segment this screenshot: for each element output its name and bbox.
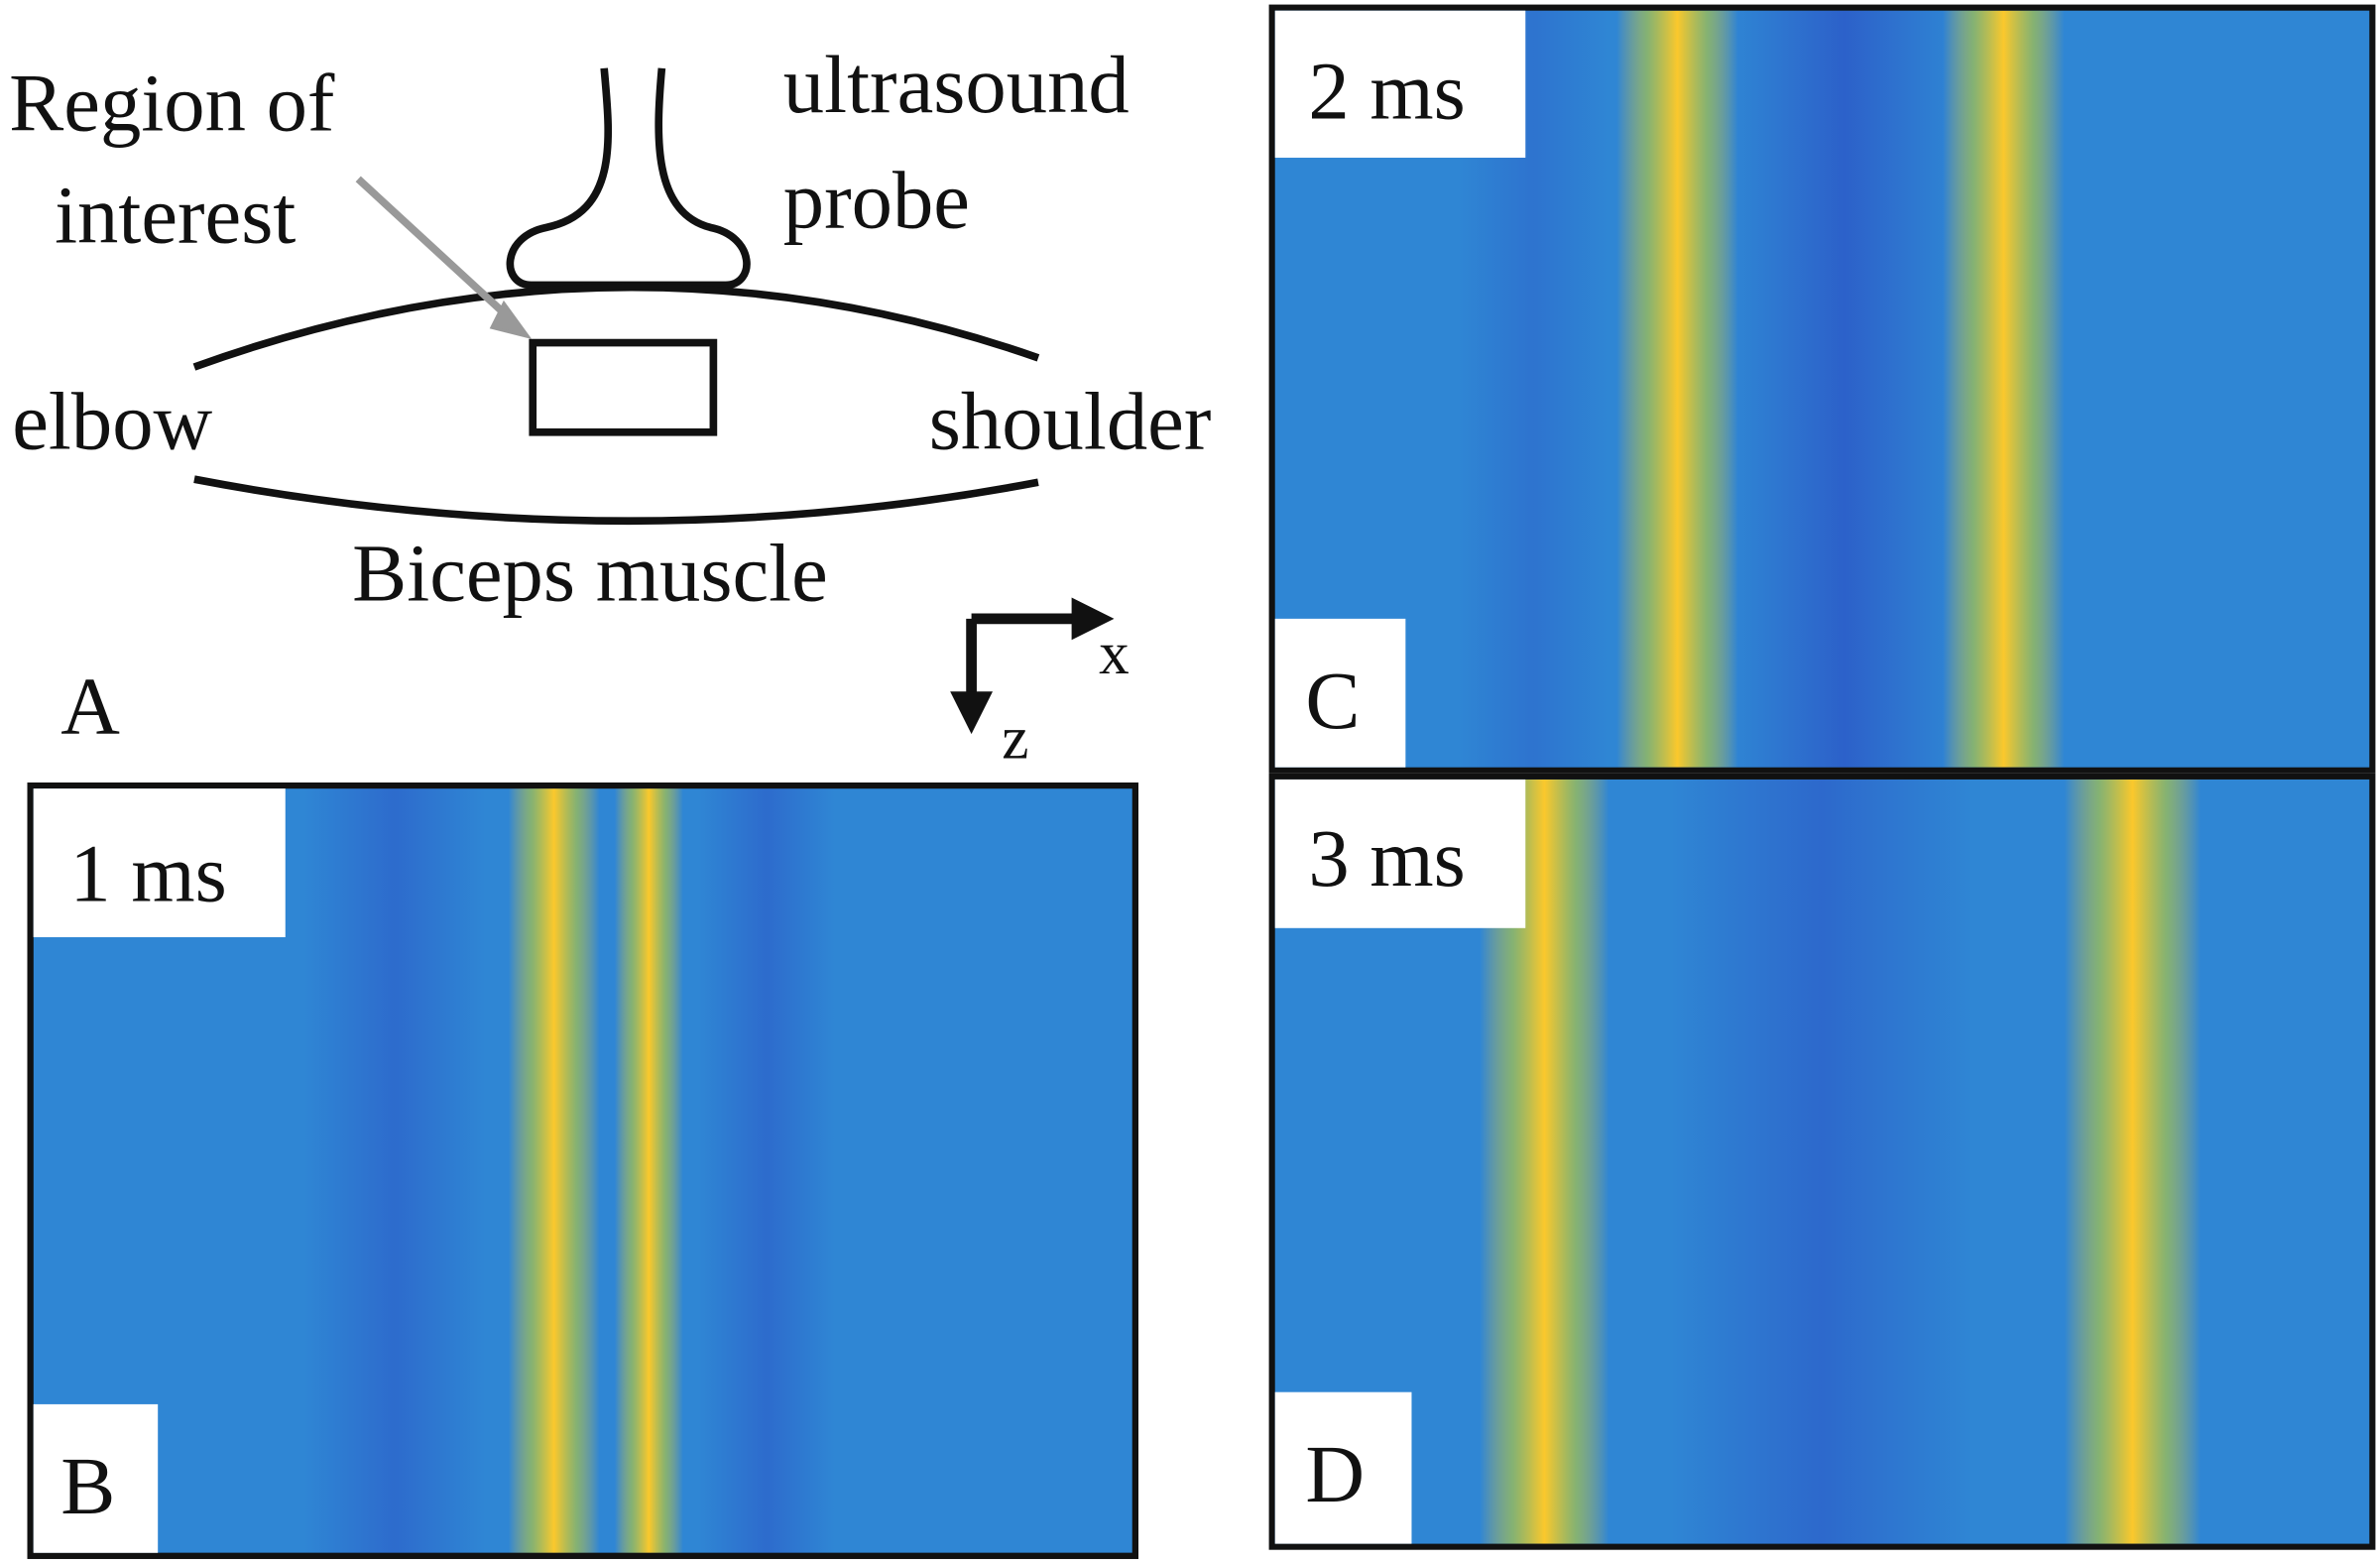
panel-label: B bbox=[60, 1440, 115, 1531]
heatmap-band bbox=[1616, 10, 1738, 768]
roi-box bbox=[529, 338, 718, 436]
axis-arrowheads bbox=[950, 597, 1115, 735]
time-label: 3 ms bbox=[1308, 812, 1465, 903]
probe-outline bbox=[506, 67, 751, 290]
axis-label: x bbox=[1099, 620, 1130, 687]
probe-label: probe bbox=[783, 154, 970, 245]
heatmap bbox=[1268, 773, 2376, 1550]
heatmap-band bbox=[508, 788, 600, 1553]
heatmap-band bbox=[1943, 10, 2065, 768]
roi-label: interest bbox=[55, 170, 296, 261]
arm-top bbox=[192, 283, 1040, 371]
elbow-label: elbow bbox=[12, 376, 212, 467]
arm-bottom bbox=[193, 475, 1039, 526]
heatmap-band bbox=[2064, 779, 2202, 1544]
panel-label: A bbox=[60, 661, 120, 752]
shoulder-label: shoulder bbox=[929, 376, 1212, 467]
label-box bbox=[1274, 1391, 1412, 1544]
roi-arrowhead bbox=[489, 300, 533, 339]
label-box bbox=[1274, 618, 1406, 768]
panel-label: C bbox=[1305, 655, 1360, 746]
panel-frame bbox=[1268, 4, 2376, 774]
heatmap-band bbox=[614, 788, 683, 1553]
heatmap-shade bbox=[1669, 779, 1973, 1544]
roi-label: Region of bbox=[9, 58, 335, 149]
time-label: 2 ms bbox=[1308, 45, 1465, 136]
heatmap-shade bbox=[303, 788, 486, 1553]
panel-frame bbox=[1268, 773, 2376, 1550]
heatmap-shade bbox=[698, 788, 835, 1553]
heatmap-shade bbox=[1729, 10, 1959, 768]
heatmap bbox=[1268, 4, 2376, 774]
probe-label: ultrasound bbox=[783, 39, 1130, 130]
roi-arrow bbox=[355, 176, 516, 324]
panel-frame bbox=[27, 782, 1138, 1559]
heatmap bbox=[27, 782, 1138, 1559]
muscle-label: Biceps muscle bbox=[352, 528, 828, 619]
label-box bbox=[33, 1403, 159, 1553]
axis-label: z bbox=[1002, 705, 1028, 773]
label-box bbox=[33, 788, 286, 937]
panel-label: D bbox=[1305, 1428, 1365, 1519]
label-box bbox=[1274, 10, 1526, 159]
label-box bbox=[1274, 779, 1526, 928]
axis-arrows bbox=[966, 613, 1081, 701]
time-label: 1 ms bbox=[69, 827, 226, 918]
diagram bbox=[192, 67, 1115, 735]
